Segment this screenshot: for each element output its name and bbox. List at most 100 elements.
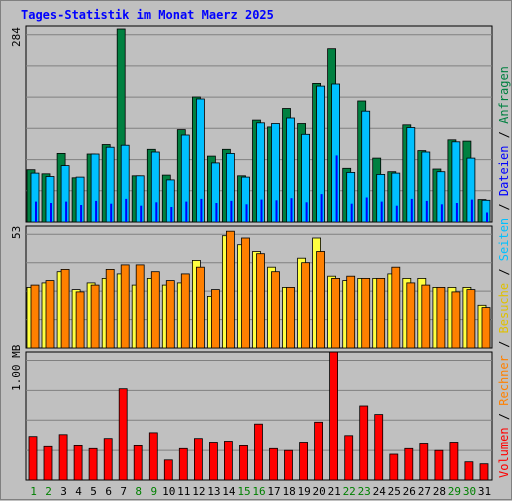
day-label: 10 — [162, 485, 175, 498]
volumen-bar — [163, 459, 173, 481]
day-label: 27 — [418, 485, 431, 498]
seiten-bar — [185, 201, 188, 222]
top-panel-max-label: 284 — [10, 27, 23, 47]
seiten-bar — [110, 203, 113, 222]
rechner-bar — [286, 286, 295, 349]
legend-entry-volumen: Volumen — [497, 427, 511, 478]
volumen-bar — [449, 442, 459, 481]
legend-entry-dateien: Dateien — [497, 146, 511, 197]
rechner-bar — [451, 291, 461, 349]
day-labels: 1 2 3 4 5 6 7 8 9 10 11 12 13 14 15 16 17 18 19 20 21 22 23 24 2… — [30, 485, 491, 498]
day-label: 23 — [358, 485, 371, 498]
seiten-bar — [80, 205, 83, 222]
day-label: 11 — [177, 485, 190, 498]
rechner-bar — [135, 264, 145, 349]
volumen-bar — [58, 434, 68, 481]
day-label: 21 — [328, 485, 341, 498]
rechner-bar — [466, 289, 476, 349]
day-label: 14 — [222, 485, 236, 498]
rechner-bar — [195, 266, 205, 349]
volumen-bar — [73, 444, 83, 481]
seiten-bar — [410, 198, 413, 222]
day-label: 25 — [388, 485, 401, 498]
legend-separator: / — [497, 333, 511, 355]
rechner-bar — [90, 284, 100, 349]
volumen-bar — [344, 435, 354, 481]
rechner-bar — [256, 253, 265, 349]
rechner-bar — [346, 275, 356, 349]
rechner-bar — [241, 237, 250, 349]
volumen-bar — [193, 438, 203, 481]
rechner-bar — [481, 307, 491, 349]
day-label: 30 — [463, 485, 476, 498]
volumen-bar — [284, 449, 293, 481]
day-label: 15 — [237, 485, 250, 498]
side-legend: Volumen / Rechner / Besuche / Seiten / D… — [497, 66, 511, 478]
seiten-bar — [245, 204, 248, 222]
day-label: 19 — [297, 485, 310, 498]
volumen-bar — [374, 414, 384, 481]
rechner-bar — [406, 282, 416, 349]
rechner-bar — [225, 230, 235, 349]
day-label: 1 — [30, 485, 37, 498]
middle-panel-max-label: 53 — [10, 226, 23, 239]
legend-separator: / — [497, 261, 511, 283]
rechner-bar — [210, 289, 220, 349]
seiten-bar — [275, 200, 278, 222]
seiten-bar — [470, 199, 473, 222]
rechner-bar — [60, 268, 70, 349]
day-label: 28 — [433, 485, 446, 498]
rechner-bar — [105, 268, 115, 349]
seiten-bar — [125, 198, 128, 222]
volumen-bar — [359, 405, 369, 481]
volumen-bar — [223, 441, 233, 481]
day-label: 9 — [150, 485, 157, 498]
legend-separator: / — [497, 196, 511, 218]
day-label: 5 — [90, 485, 97, 498]
legend-separator: / — [497, 406, 511, 428]
rechner-bar — [331, 277, 341, 349]
seiten-bar — [215, 203, 218, 222]
seiten-bar — [35, 201, 37, 222]
rechner-bar — [316, 251, 326, 349]
seiten-bar — [335, 155, 338, 222]
seiten-bar — [365, 197, 368, 222]
volumen-bar — [28, 436, 38, 481]
seiten-bar — [425, 200, 428, 222]
rechner-bar — [421, 284, 431, 349]
volumen-bar — [464, 461, 474, 481]
day-label: 18 — [282, 485, 295, 498]
seiten-bar — [320, 194, 323, 222]
rechner-bar — [45, 280, 55, 349]
rechner-bar — [120, 264, 130, 349]
seiten-bar — [95, 200, 98, 222]
chart-title: Tages-Statistik im Monat Maerz 2025 — [21, 8, 274, 22]
day-label: 29 — [448, 485, 461, 498]
day-label: 2 — [45, 485, 52, 498]
day-label: 20 — [312, 485, 325, 498]
day-label: 24 — [373, 485, 387, 498]
volumen-bar — [103, 438, 113, 481]
legend-entry-rechner: Rechner — [497, 355, 511, 406]
legend-entry-besuche: Besuche — [497, 283, 511, 334]
bar-marks — [26, 28, 491, 481]
volumen-bar — [208, 442, 218, 481]
volumen-bar — [43, 445, 53, 481]
rechner-bar — [301, 262, 311, 349]
seiten-bar — [305, 202, 308, 222]
day-label: 12 — [192, 485, 205, 498]
volumen-bar — [419, 443, 429, 481]
seiten-bar — [50, 203, 52, 222]
legend-entry-anfragen: Anfragen — [497, 66, 511, 124]
rechner-bar — [361, 277, 371, 349]
seiten-bar — [350, 203, 353, 222]
legend-separator: / — [497, 124, 511, 146]
seiten-bar — [230, 200, 233, 222]
volumen-bar — [434, 449, 444, 481]
bottom-panel-tick-label: 1.00 MB — [10, 344, 23, 391]
legend-entry-seiten: Seiten — [497, 218, 511, 261]
volumen-bar — [118, 388, 128, 481]
rechner-bar — [436, 286, 446, 349]
